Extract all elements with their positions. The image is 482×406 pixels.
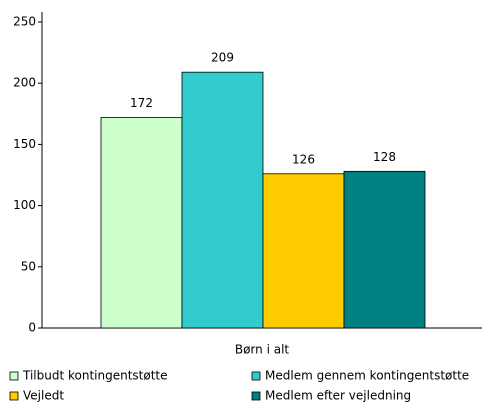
data-label: 126 (292, 152, 315, 166)
y-tick-label: 100 (13, 198, 36, 212)
bar (100, 117, 183, 329)
data-label: 172 (130, 96, 153, 110)
data-label: 128 (373, 150, 396, 164)
y-tick-label: 50 (21, 259, 36, 273)
legend-swatch (251, 391, 261, 401)
legend-label: Medlem efter vejledning (265, 389, 411, 403)
y-tick-label: 150 (13, 137, 36, 151)
bar (181, 71, 264, 329)
bar (262, 173, 345, 329)
legend-swatch (251, 371, 261, 381)
legend-swatch (9, 371, 19, 381)
legend-swatch (9, 391, 19, 401)
y-tick-label: 0 (28, 321, 36, 335)
x-tick-label: Børn i alt (235, 343, 290, 357)
legend-label: Medlem gennem kontingentstøtte (265, 369, 469, 383)
legend-label: Vejledt (23, 389, 64, 403)
y-tick-label: 200 (13, 76, 36, 90)
y-tick-label: 250 (13, 15, 36, 29)
legend-label: Tilbudt kontingentstøtte (22, 369, 168, 383)
data-label: 209 (211, 51, 234, 65)
bar (343, 170, 426, 329)
